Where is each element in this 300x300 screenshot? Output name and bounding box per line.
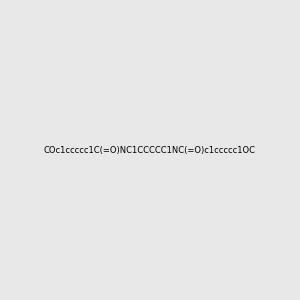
Text: COc1ccccc1C(=O)NC1CCCCC1NC(=O)c1ccccc1OC: COc1ccccc1C(=O)NC1CCCCC1NC(=O)c1ccccc1OC: [44, 146, 256, 154]
